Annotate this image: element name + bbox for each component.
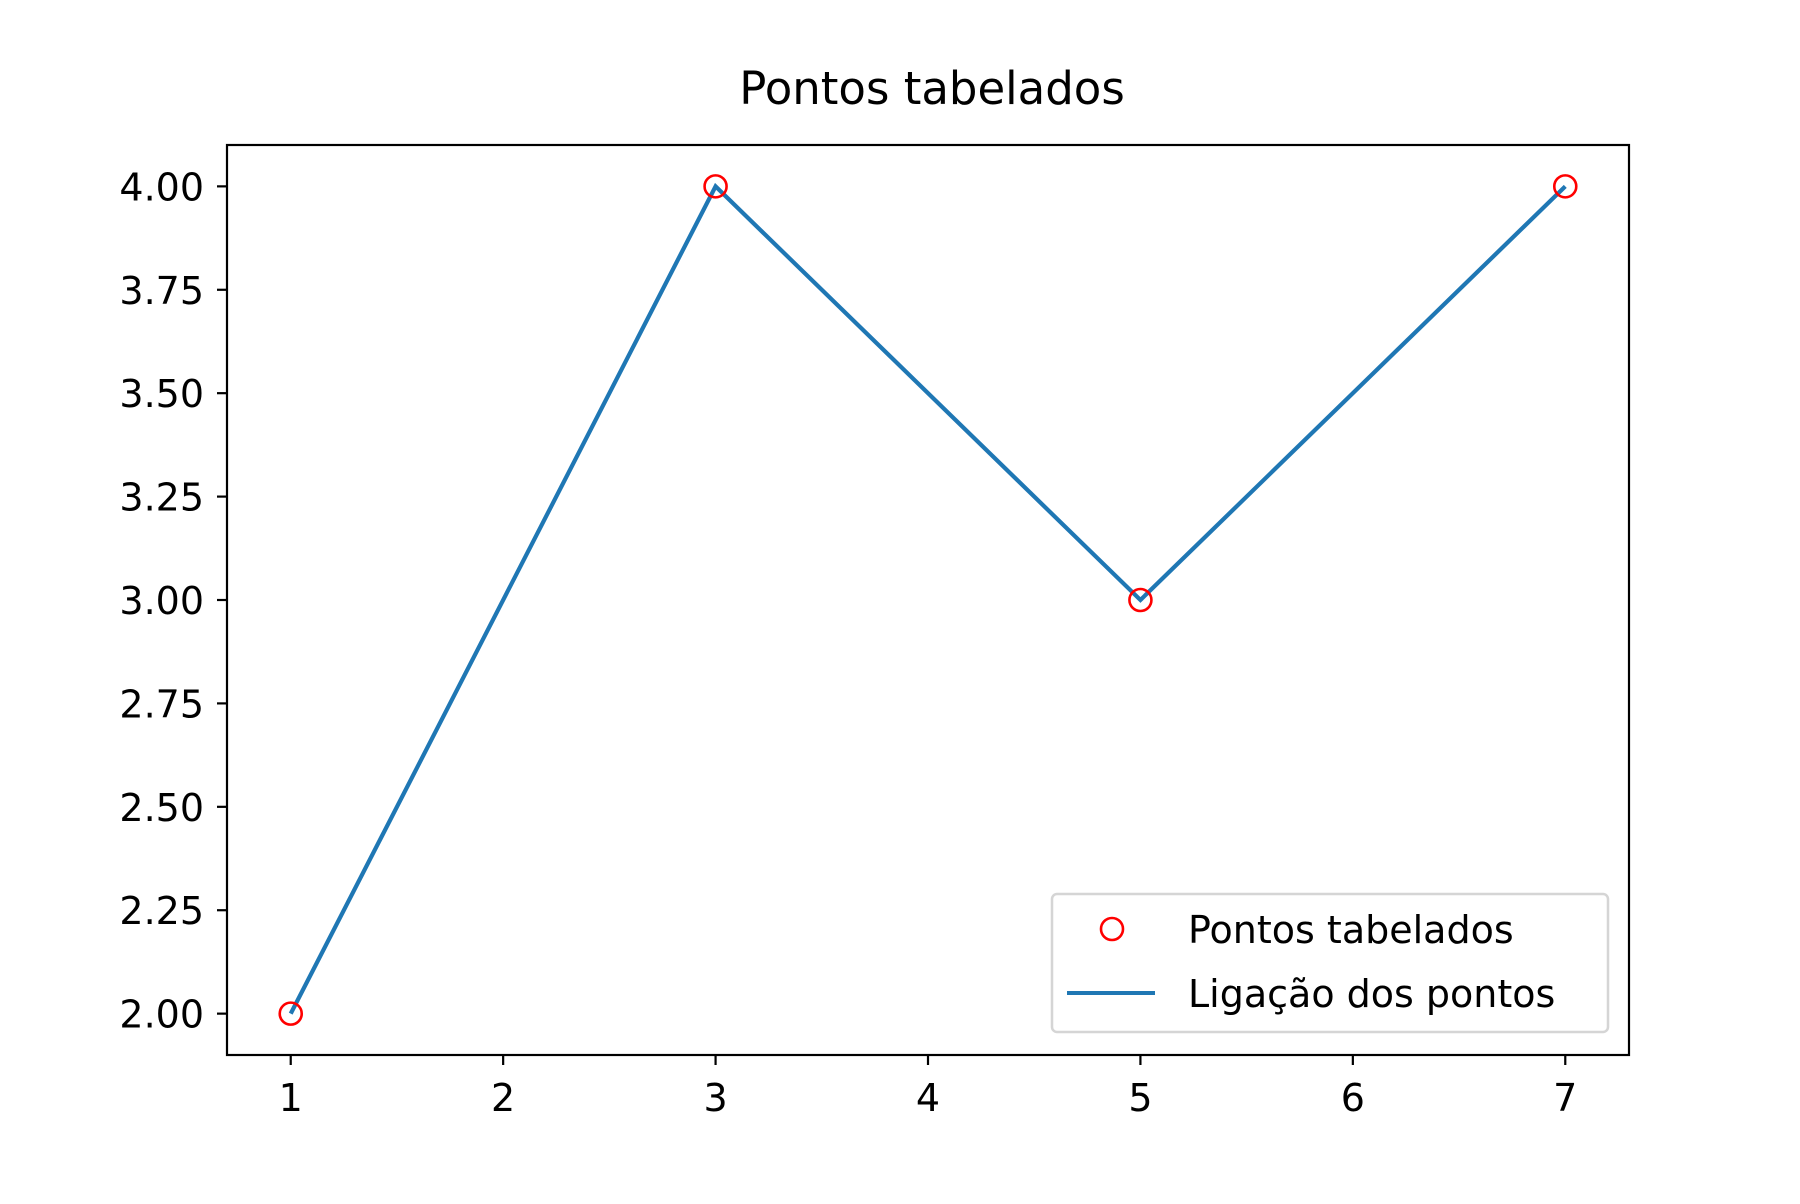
data-point-marker <box>703 174 728 199</box>
legend-label-line: Ligação dos pontos <box>1188 972 1555 1016</box>
axes-frame <box>225 143 1631 1057</box>
y-tick-label: 3.00 <box>119 579 204 623</box>
x-tick-label: 4 <box>916 1076 940 1120</box>
x-axis: 1 2 3 4 5 6 7 <box>279 1055 1577 1120</box>
y-tick-label: 3.50 <box>119 372 204 416</box>
legend: Pontos tabelados Ligação dos pontos <box>1050 892 1610 1034</box>
series-line-ligacao <box>288 182 1567 1015</box>
x-tick-label: 6 <box>1341 1076 1365 1120</box>
y-tick-label: 4.00 <box>119 165 204 209</box>
x-tick-label: 7 <box>1553 1076 1577 1120</box>
legend-box <box>1050 892 1610 1034</box>
data-point-marker <box>1552 174 1578 199</box>
plot-series <box>278 174 1578 1026</box>
y-tick-label: 2.75 <box>119 682 204 726</box>
y-tick-label: 2.25 <box>119 889 204 933</box>
x-tick-label: 3 <box>703 1076 727 1120</box>
data-point-marker <box>1128 587 1153 613</box>
chart-title: Pontos tabelados <box>739 62 1125 115</box>
y-tick-label: 3.75 <box>119 269 204 313</box>
legend-label-points: Pontos tabelados <box>1188 908 1514 952</box>
x-tick-label: 2 <box>491 1076 515 1120</box>
data-point-marker <box>278 1001 304 1026</box>
y-axis: 2.00 2.25 2.50 2.75 3.00 3.25 3.50 3.75 4.00 <box>119 165 227 1037</box>
y-tick-label: 2.00 <box>119 993 204 1037</box>
x-tick-label: 1 <box>279 1076 303 1120</box>
x-tick-label: 5 <box>1128 1076 1152 1120</box>
y-tick-label: 2.50 <box>119 786 204 830</box>
y-tick-label: 3.25 <box>119 476 204 520</box>
legend-marker-circle <box>1099 916 1125 942</box>
